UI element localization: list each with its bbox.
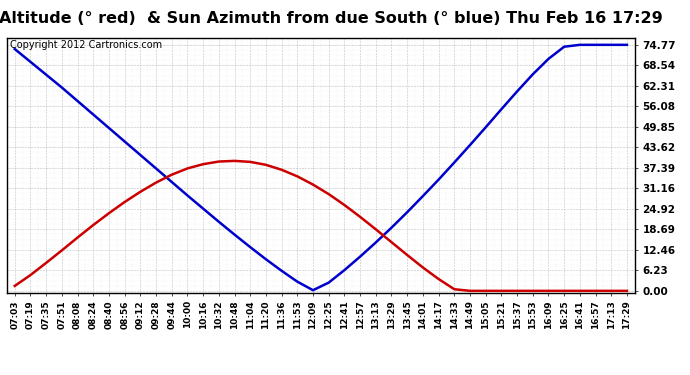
- Text: Copyright 2012 Cartronics.com: Copyright 2012 Cartronics.com: [10, 40, 162, 50]
- Text: Sun Altitude (° red)  & Sun Azimuth from due South (° blue) Thu Feb 16 17:29: Sun Altitude (° red) & Sun Azimuth from …: [0, 11, 662, 26]
